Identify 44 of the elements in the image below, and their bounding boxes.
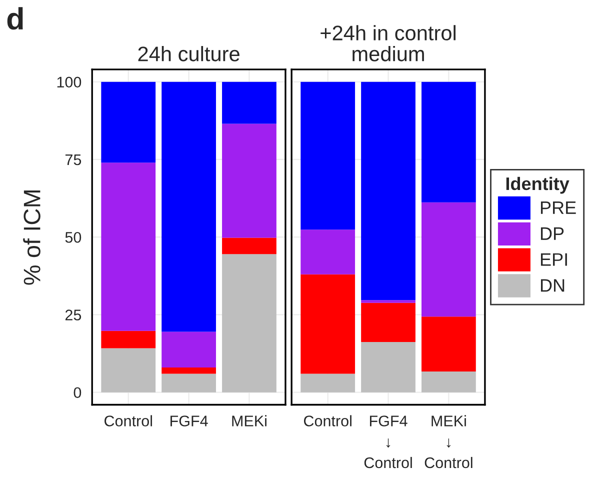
bar (300, 274, 356, 374)
bar (422, 372, 476, 392)
x-tick-label: MEKi ↓ Control (424, 415, 472, 468)
bar (222, 124, 276, 238)
bar (101, 82, 156, 163)
bar (101, 162, 156, 331)
legend-title: Identity (506, 176, 570, 194)
legend-label: DN (540, 279, 564, 292)
y-tick-label: 100 (57, 76, 82, 88)
bar (162, 374, 216, 392)
legend-label: DP (540, 227, 564, 240)
bar (422, 82, 476, 202)
bar (222, 254, 276, 392)
x-tick-label: Control (304, 415, 352, 426)
bar (300, 82, 356, 230)
bar (101, 348, 156, 392)
bar (162, 82, 216, 332)
chart-title: 24h culture (138, 46, 240, 62)
legend-label: EPI (540, 253, 567, 266)
y-tick-label: 50 (65, 232, 82, 243)
x-tick-label: Control (104, 415, 152, 426)
bar (162, 368, 216, 374)
y-axis-title: % of ICM (23, 190, 40, 285)
x-tick-label: FGF4 (170, 416, 208, 426)
bar (361, 82, 416, 300)
bar (361, 300, 416, 303)
y-tick-label: 75 (65, 154, 82, 166)
bar (222, 238, 276, 254)
bar (162, 332, 216, 368)
chart-title: +24h in control medium (320, 25, 456, 62)
bar (300, 374, 356, 392)
bar (101, 330, 156, 348)
x-tick-label: FGF4 ↓ Control (364, 416, 412, 468)
bar (422, 316, 476, 372)
x-tick-label: MEKi (232, 415, 266, 426)
bar (361, 342, 416, 392)
legend-label: PRE (540, 202, 576, 214)
y-tick-label: 0 (74, 387, 82, 398)
y-tick-label: 25 (65, 310, 82, 320)
bar (422, 202, 476, 317)
bar (300, 230, 356, 274)
text: d (7, 7, 23, 30)
bar (222, 82, 276, 124)
bar (361, 302, 416, 342)
